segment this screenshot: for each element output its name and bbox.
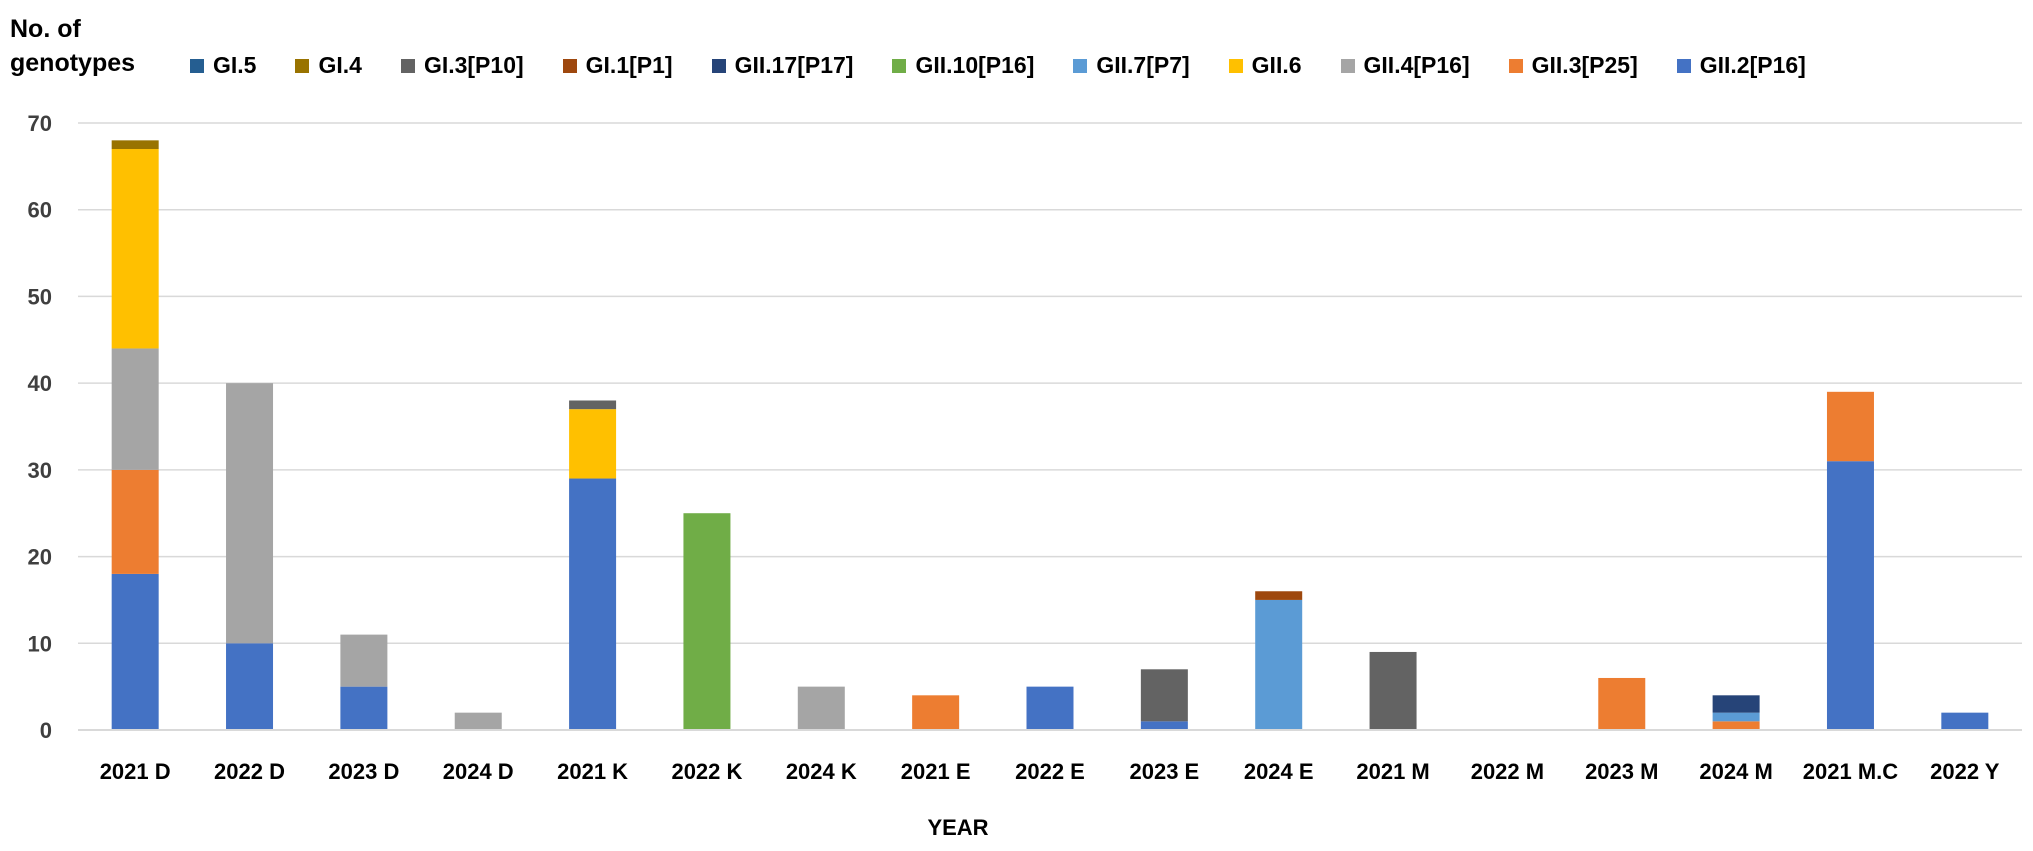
legend-item: GII.10[P16] <box>892 52 1034 79</box>
bar-segment <box>1598 677 1646 730</box>
y-tick-label: 70 <box>28 111 52 136</box>
bar-segment <box>340 634 388 687</box>
bar-segment <box>1712 712 1760 722</box>
bar-segment <box>912 695 960 730</box>
x-tick-label: 2021 E <box>901 759 971 784</box>
x-tick-label: 2024 E <box>1244 759 1314 784</box>
bar-segment <box>1369 651 1417 730</box>
x-axis-title: YEAR <box>927 815 988 840</box>
legend-item: GI.5 <box>190 52 256 79</box>
legend-swatch <box>711 58 726 73</box>
bar-segment <box>569 409 617 479</box>
x-tick-label: 2022 K <box>671 759 742 784</box>
bar-segment <box>1026 686 1074 730</box>
legend-label: GI.4 <box>318 52 362 78</box>
legend-swatch <box>400 58 415 73</box>
legend-swatch <box>1676 58 1691 73</box>
legend-label: GII.7[P7] <box>1096 52 1190 78</box>
legend-item: GI.3[P10] <box>400 52 524 79</box>
bar-segment <box>1255 591 1303 600</box>
bar-segment <box>1712 695 1760 713</box>
legend-item: GII.4[P16] <box>1340 52 1470 79</box>
y-tick-label: 60 <box>28 198 52 223</box>
legend-item: GI.4 <box>295 52 362 79</box>
bar-segment <box>226 383 274 644</box>
x-tick-label: 2023 M <box>1585 759 1658 784</box>
legend-swatch <box>1508 58 1523 73</box>
y-tick-label: 0 <box>40 718 52 743</box>
bar-segment <box>111 348 159 470</box>
x-tick-label: 2022 M <box>1471 759 1544 784</box>
bar-segment <box>569 478 617 730</box>
legend-swatch <box>295 58 310 73</box>
bar-segment <box>569 400 617 410</box>
bar-segment <box>1941 712 1989 730</box>
x-tick-label: 2022 E <box>1015 759 1085 784</box>
x-tick-label: 2021 M <box>1356 759 1429 784</box>
bar-segment <box>1255 599 1303 730</box>
x-tick-label: 2022 D <box>214 759 285 784</box>
legend-item: GII.17[P17] <box>711 52 854 79</box>
x-axis-ticks: 2021 D 2022 D 2023 D 2024 D 2021 K 2022 K 2024… <box>100 759 2000 784</box>
x-tick-label: 2024 K <box>786 759 857 784</box>
legend-item: GII.6 <box>1228 52 1302 79</box>
bar-segment <box>1826 391 1874 462</box>
legend-label: GII.10[P16] <box>915 52 1035 78</box>
legend-item: GII.7[P7] <box>1073 52 1190 79</box>
bar-segment <box>1140 721 1188 730</box>
y-tick-label: 50 <box>28 284 52 309</box>
x-tick-label: 2023 E <box>1129 759 1199 784</box>
x-tick-label: 2024 M <box>1699 759 1772 784</box>
legend-label: GI.3[P10] <box>423 52 524 78</box>
legend-item: GII.3[P25] <box>1508 52 1638 79</box>
legend-label: GII.4[P16] <box>1363 52 1470 78</box>
legend-label: GI.5 <box>213 52 257 78</box>
y-tick-label: 20 <box>28 545 52 570</box>
bar-segment <box>111 140 159 150</box>
legend-swatch <box>1228 58 1243 73</box>
bar-segment <box>683 513 731 730</box>
y-tick-label: 40 <box>28 371 52 396</box>
bar-segment <box>1140 669 1188 722</box>
x-tick-label: 2021 M.C <box>1803 759 1898 784</box>
legend-swatch <box>892 58 907 73</box>
bars <box>111 140 1989 730</box>
bar-segment <box>1712 721 1760 730</box>
x-tick-label: 2021 K <box>557 759 628 784</box>
bar-segment <box>340 686 388 730</box>
legend-swatch <box>1340 58 1355 73</box>
legend-label: GI.1[P1] <box>585 52 673 78</box>
legend-label: GII.6 <box>1251 52 1302 78</box>
legend-item: GI.1[P1] <box>562 52 673 79</box>
x-tick-label: 2021 D <box>100 759 171 784</box>
legend-title: No. of genotypes <box>10 15 136 77</box>
y-tick-label: 10 <box>28 631 52 656</box>
bar-segment <box>111 573 159 730</box>
bar-segment <box>226 643 274 730</box>
gridlines <box>78 122 2022 645</box>
bar-segment <box>797 686 845 730</box>
x-tick-label: 2022 Y <box>1930 759 2000 784</box>
bar-segment <box>1826 461 1874 730</box>
legend-item: GII.2[P16] <box>1676 52 1806 79</box>
legend: GI.5 GI.4 GI.3[P10] GI.1[P1] GII.17[P17] GII.… <box>190 52 1845 79</box>
legend-label: GII.2[P16] <box>1699 52 1806 78</box>
legend-swatch <box>1073 58 1088 73</box>
legend-swatch <box>190 58 204 73</box>
legend-label: GII.17[P17] <box>734 52 854 78</box>
bar-segment <box>111 469 159 574</box>
bar-segment <box>454 712 502 730</box>
x-tick-label: 2023 D <box>328 759 399 784</box>
y-axis-ticks: 0 10 20 30 40 50 60 70 <box>28 111 52 743</box>
bar-segment <box>111 149 159 349</box>
y-tick-label: 30 <box>28 458 52 483</box>
x-tick-label: 2024 D <box>443 759 514 784</box>
legend-label: GII.3[P25] <box>1531 52 1638 78</box>
legend-swatch <box>562 58 577 73</box>
